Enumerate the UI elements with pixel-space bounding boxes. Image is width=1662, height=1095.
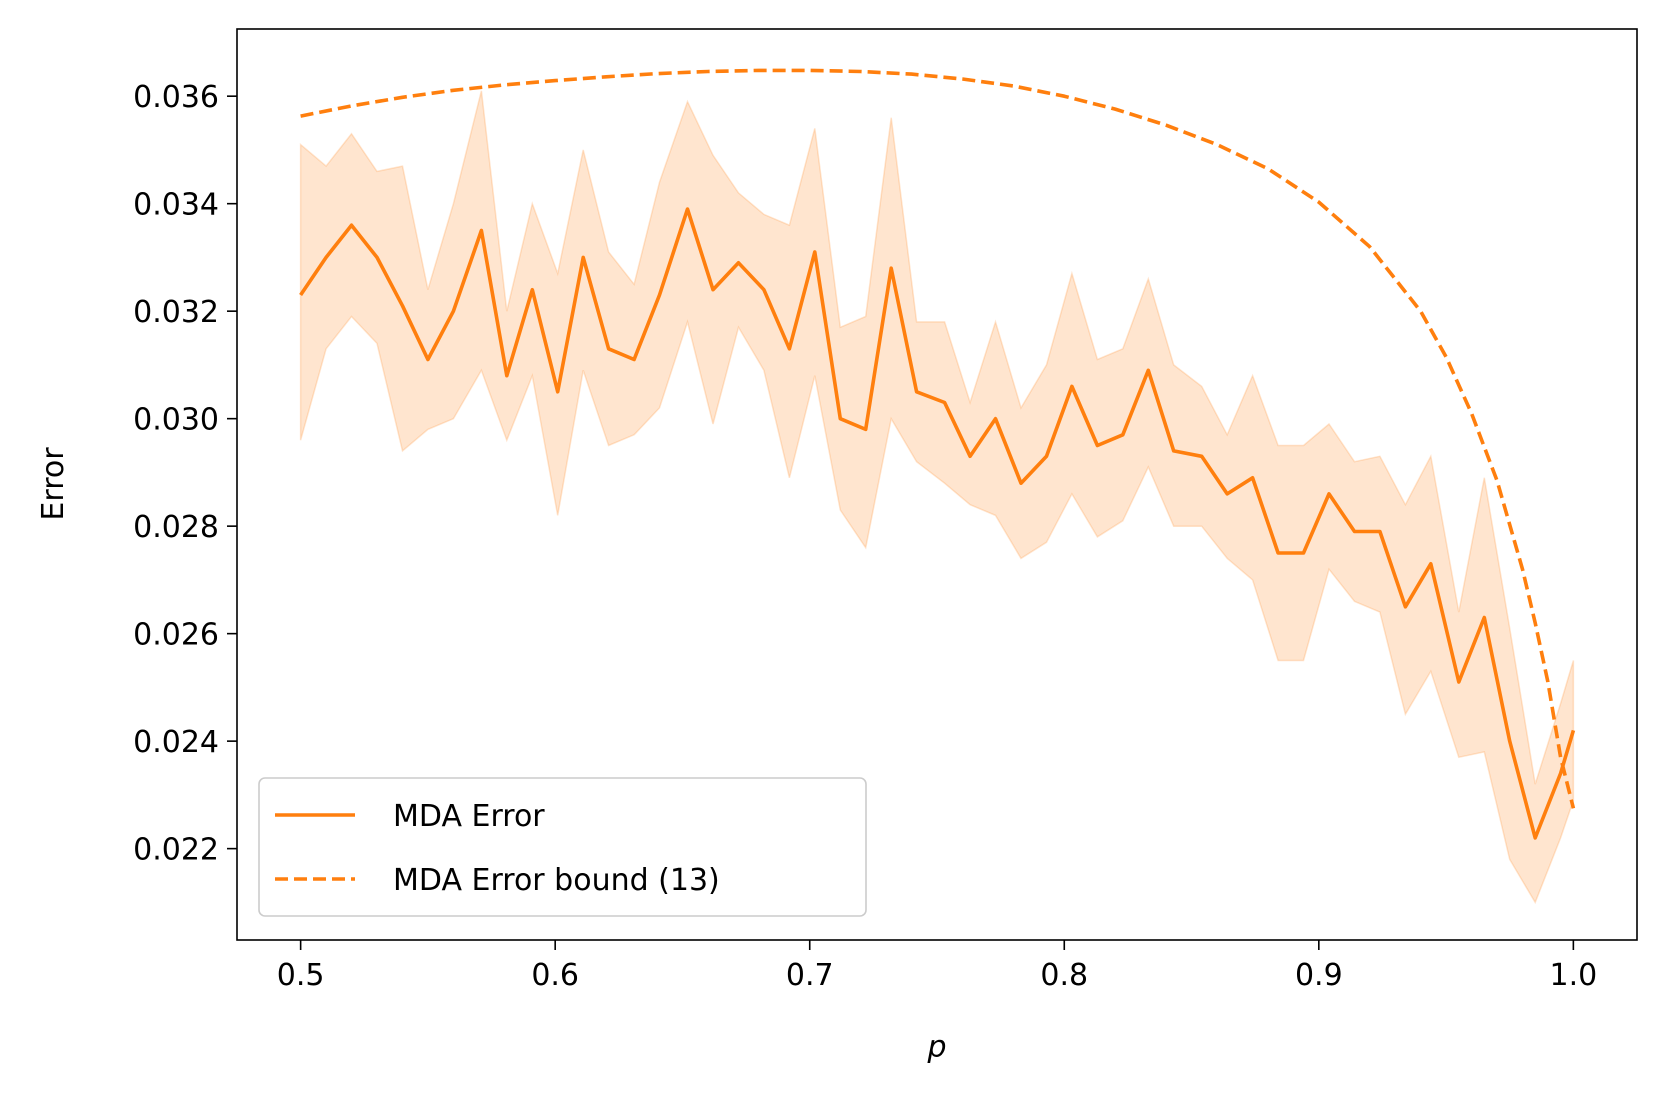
legend-entry-mda-error-bound: MDA Error bound (13) — [393, 863, 720, 898]
x-axis: 0.5 0.6 0.7 0.8 0.9 1.0 — [277, 940, 1597, 993]
y-tick-label: 0.030 — [133, 403, 219, 438]
y-axis-label: Error — [36, 447, 71, 521]
y-tick-label: 0.022 — [133, 833, 219, 868]
y-tick-label: 0.034 — [133, 188, 219, 223]
y-tick-label: 0.024 — [133, 725, 219, 760]
y-tick-label: 0.032 — [133, 295, 219, 330]
confidence-band — [299, 90, 1575, 905]
legend-entry-mda-error: MDA Error — [393, 799, 545, 834]
y-axis: 0.022 0.024 0.026 0.028 0.030 0.032 0.034 0.036 — [133, 80, 237, 868]
y-tick-label: 0.036 — [133, 80, 219, 115]
confidence-band-layer — [299, 90, 1575, 905]
plot-frame — [236, 28, 1638, 941]
x-tick-label: 0.9 — [1295, 958, 1343, 993]
series-line-mda-error — [299, 207, 1576, 840]
series-line-mda-error-bound — [300, 68, 1576, 809]
legend: MDA Error MDA Error bound (13) — [258, 777, 867, 917]
x-tick-label: 0.6 — [531, 958, 579, 993]
x-tick-label: 1.0 — [1550, 958, 1598, 993]
x-tick-label: 0.7 — [786, 958, 834, 993]
y-tick-label: 0.026 — [133, 618, 219, 653]
series-line-layer — [299, 68, 1576, 840]
legend-box — [258, 777, 867, 917]
y-tick-label: 0.028 — [133, 510, 219, 545]
x-tick-label: 0.5 — [277, 958, 325, 993]
x-tick-label: 0.8 — [1040, 958, 1088, 993]
x-axis-label: p — [926, 1030, 946, 1065]
